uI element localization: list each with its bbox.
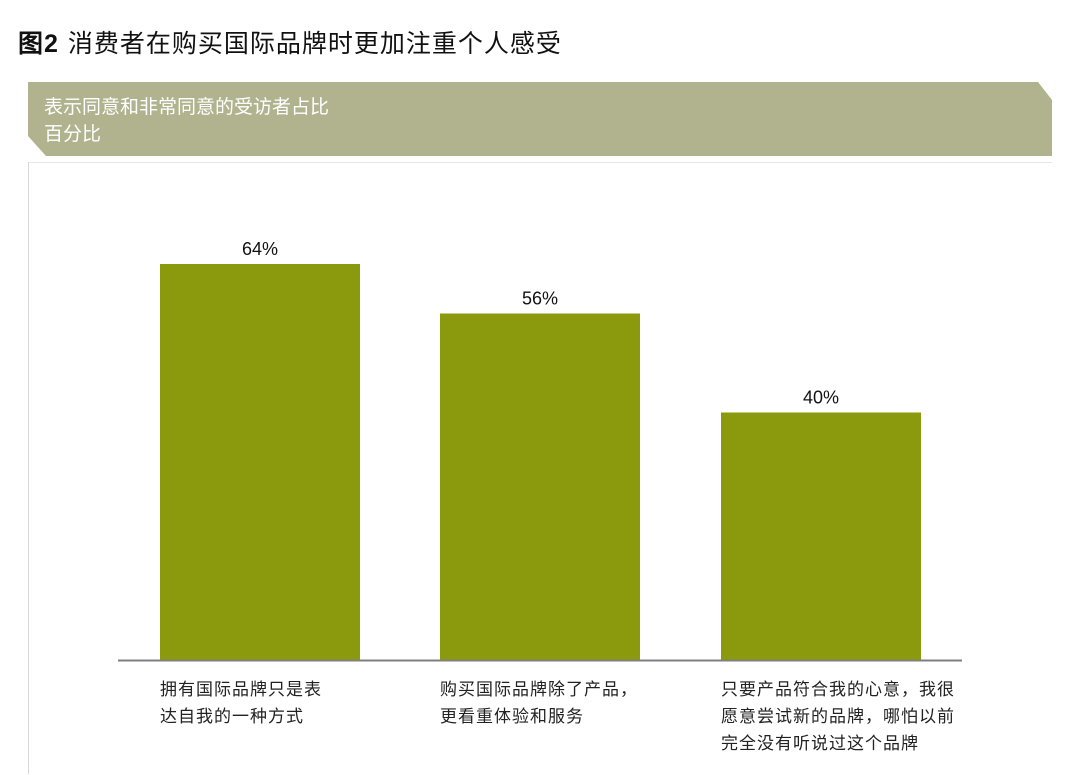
category-label-1: 拥有国际品牌只是表 达自我的一种方式	[160, 680, 322, 727]
chart-unit-label: 百分比	[44, 123, 102, 145]
data-label-1: 64%	[242, 239, 278, 259]
category-label-3: 只要产品符合我的心意，我很 愿意尝试新的品牌，哪怕以前 完全没有听说过这个品牌	[721, 680, 955, 754]
chart-header-banner	[28, 82, 1052, 156]
figure-title: 图2 消费者在购买国际品牌时更加注重个人感受	[18, 24, 562, 60]
category-label-2: 购买国际品牌除了产品， 更看重体验和服务	[440, 680, 638, 727]
plot-frame	[28, 162, 1052, 774]
figure-number: 图2	[18, 30, 59, 58]
bar-3	[721, 412, 921, 660]
bar-2	[440, 313, 640, 660]
chart-subtitle: 表示同意和非常同意的受访者占比	[44, 96, 330, 118]
data-label-2: 56%	[522, 289, 558, 309]
data-label-3: 40%	[803, 388, 839, 408]
chart-header-text: 表示同意和非常同意的受访者占比 百分比	[44, 94, 329, 148]
bar-1	[160, 264, 360, 660]
figure-title-text: 消费者在购买国际品牌时更加注重个人感受	[67, 29, 562, 58]
